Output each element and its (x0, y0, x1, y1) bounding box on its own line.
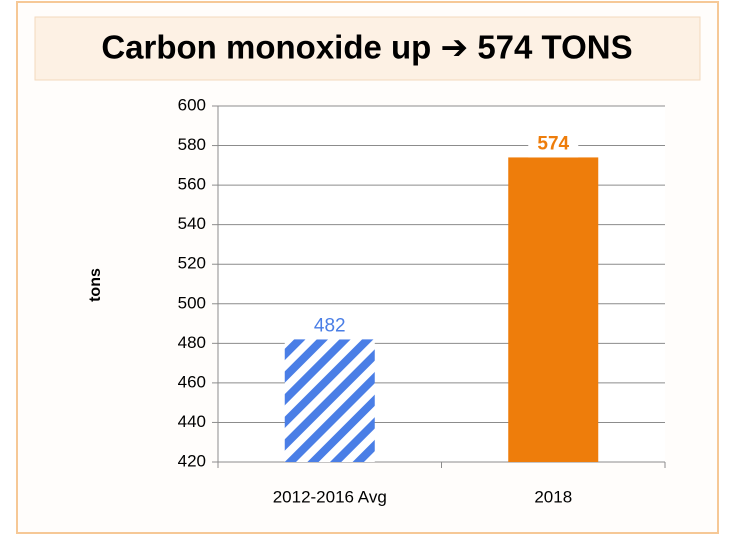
y-tick-label: 560 (178, 175, 206, 194)
bar (284, 339, 375, 462)
value-label: 482 (314, 315, 346, 336)
y-tick-label: 440 (178, 412, 206, 431)
y-tick-label: 540 (178, 214, 206, 233)
y-tick-label: 480 (178, 333, 206, 352)
value-label-bg (528, 131, 579, 158)
bar (508, 157, 599, 462)
y-tick-label: 520 (178, 254, 206, 273)
y-tick-label: 420 (178, 451, 206, 470)
y-tick-label: 500 (178, 293, 206, 312)
value-label: 574 (537, 133, 569, 154)
value-label-bg (304, 313, 355, 340)
x-tick-label: 2012-2016 Avg (273, 487, 387, 506)
y-tick-label: 460 (178, 372, 206, 391)
chart-title: Carbon monoxide up ➔ 574 TONS (101, 29, 632, 66)
y-axis-label: tons (87, 268, 104, 302)
title-box (34, 16, 701, 81)
x-tick-label: 2018 (534, 487, 572, 506)
y-tick-label: 600 (178, 95, 206, 114)
y-tick-label: 580 (178, 135, 206, 154)
